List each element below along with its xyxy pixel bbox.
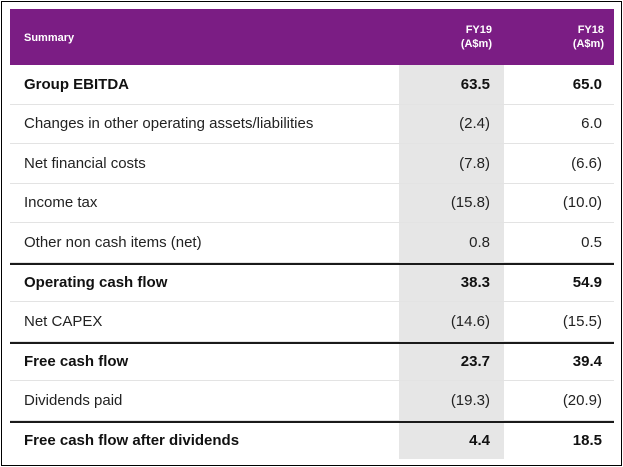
row-label: Operating cash flow xyxy=(24,274,168,292)
row-fy18-value: 6.0 xyxy=(581,115,602,133)
table-row-free-cash-flow: Free cash flow 23.7 39.4 xyxy=(10,341,614,381)
row-label: Free cash flow after dividends xyxy=(24,432,240,450)
table-row-dividends-paid: Dividends paid (19.3) (20.9) xyxy=(10,381,614,421)
row-fy18-value: 18.5 xyxy=(572,432,602,450)
row-fy19-value: (19.3) xyxy=(399,381,504,420)
row-fy18-value: 39.4 xyxy=(572,353,602,371)
header-fy19: FY19 (A$m) xyxy=(399,23,504,51)
row-label: Changes in other operating assets/liabil… xyxy=(24,115,314,133)
row-fy19-value: 0.8 xyxy=(399,223,504,262)
header-fy18-unit: (A$m) xyxy=(572,38,604,50)
row-label: Income tax xyxy=(24,194,98,212)
row-fy19-value: (7.8) xyxy=(399,144,504,183)
row-label: Free cash flow xyxy=(24,353,129,371)
header-summary-label: Summary xyxy=(24,32,75,44)
row-fy18-value: (6.6) xyxy=(571,154,602,172)
header-fy19-year: FY19 xyxy=(465,24,492,36)
table-row-free-cash-flow-after-dividends: Free cash flow after dividends 4.4 18.5 xyxy=(10,420,614,460)
row-label: Net CAPEX xyxy=(24,312,103,330)
row-fy19-value: 23.7 xyxy=(399,343,504,380)
row-fy18-value: 54.9 xyxy=(572,274,602,292)
row-fy19-value: (2.4) xyxy=(399,104,504,143)
row-fy19-value: 4.4 xyxy=(399,422,504,459)
row-label: Dividends paid xyxy=(24,391,123,409)
table-header: Summary FY19 (A$m) FY18 (A$m) xyxy=(10,9,614,65)
row-fy18-value: 0.5 xyxy=(581,233,602,251)
table-row-other-non-cash: Other non cash items (net) 0.8 0.5 xyxy=(10,223,614,263)
row-fy19-value: (15.8) xyxy=(399,183,504,222)
row-fy18-value: (20.9) xyxy=(562,391,602,409)
row-fy18-value: (15.5) xyxy=(562,312,602,330)
row-fy19-value: (14.6) xyxy=(399,302,504,341)
row-fy19-value: 63.5 xyxy=(399,65,504,104)
header-fy18-year: FY18 xyxy=(577,24,604,36)
row-fy18-value: (10.0) xyxy=(562,194,602,212)
table-row-operating-cash-flow: Operating cash flow 38.3 54.9 xyxy=(10,262,614,302)
table-row-income-tax: Income tax (15.8) (10.0) xyxy=(10,183,614,223)
table-row-net-financial-costs: Net financial costs (7.8) (6.6) xyxy=(10,144,614,184)
row-label: Other non cash items (net) xyxy=(24,233,202,251)
row-label: Net financial costs xyxy=(24,154,146,172)
header-fy19-unit: (A$m) xyxy=(460,38,492,50)
header-fy18: FY18 (A$m) xyxy=(504,23,614,51)
table-row-net-capex: Net CAPEX (14.6) (15.5) xyxy=(10,302,614,342)
table-row-changes-operating: Changes in other operating assets/liabil… xyxy=(10,104,614,144)
row-label: Group EBITDA xyxy=(24,75,129,93)
cash-flow-summary-table: Summary FY19 (A$m) FY18 (A$m) Group EBIT… xyxy=(10,9,614,460)
row-fy18-value: 65.0 xyxy=(572,75,602,93)
row-fy19-value: 38.3 xyxy=(399,264,504,301)
table-row-group-ebitda: Group EBITDA 63.5 65.0 xyxy=(10,65,614,105)
